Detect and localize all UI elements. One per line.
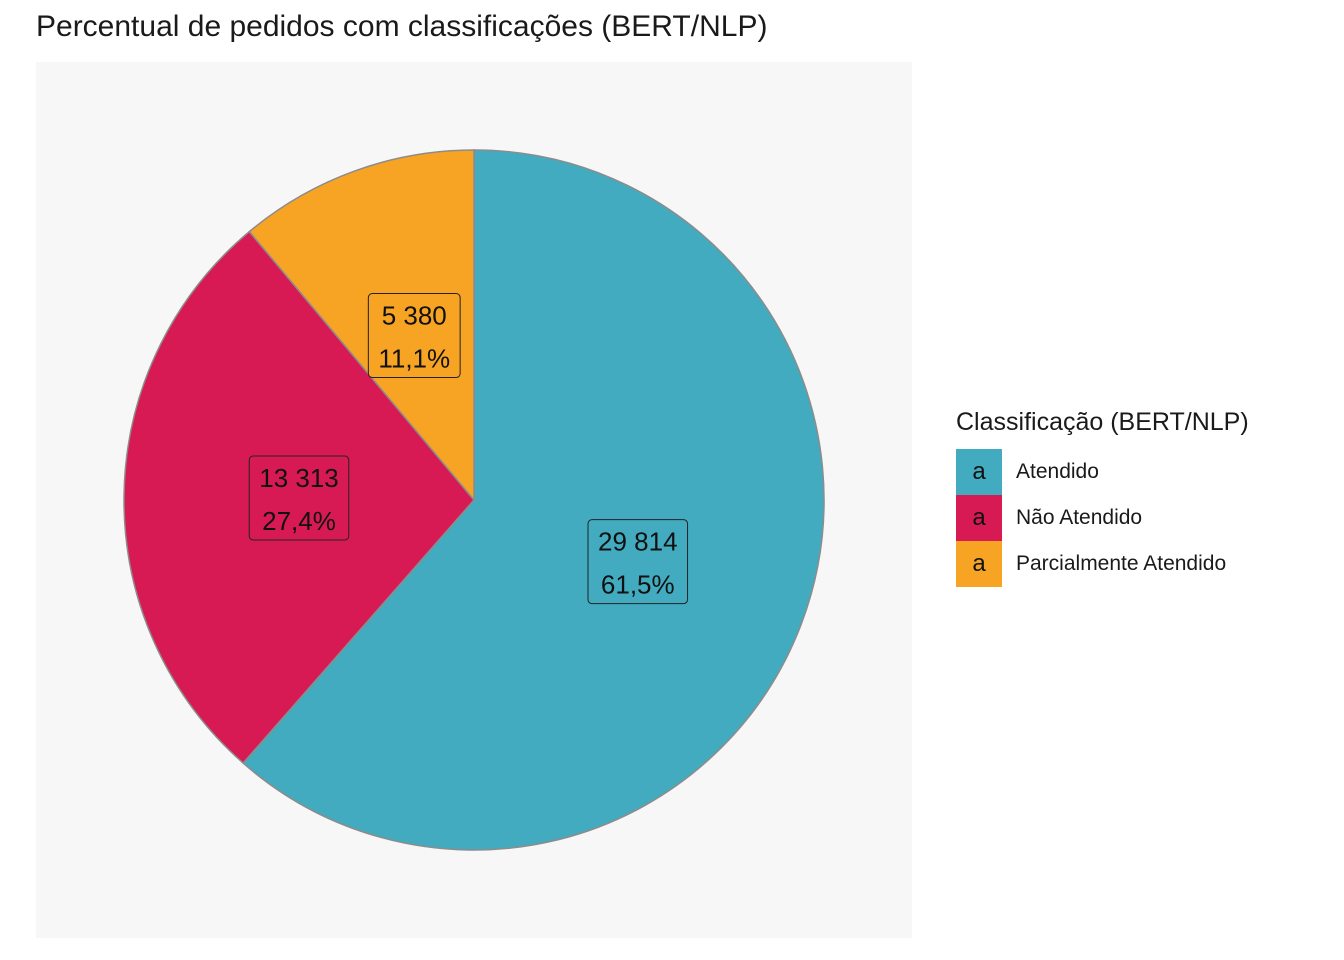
data-label-box	[248, 455, 350, 541]
data-label-box	[587, 519, 689, 605]
legend-item-parcialmente-atendido: a Parcialmente Atendido	[956, 541, 1249, 587]
data-label-box	[367, 293, 461, 379]
legend: Classificação (BERT/NLP) a Atendido a Nã…	[956, 408, 1249, 587]
legend-key-atendido: a	[956, 449, 1002, 495]
chart-title: Percentual de pedidos com classificações…	[36, 10, 768, 43]
legend-key-parcialmente-atendido: a	[956, 541, 1002, 587]
data-label-percent: 61,5%	[601, 570, 675, 600]
pie-slice-parcialmente-atendido	[248, 149, 475, 503]
legend-label-parcialmente-atendido: Parcialmente Atendido	[1016, 552, 1227, 575]
data-label-count: 13 313	[259, 463, 339, 493]
pie-chart: 29 814 61,5% 13 313 27,4% 5 380 11,1%	[123, 149, 825, 851]
legend-label-atendido: Atendido	[1016, 460, 1099, 483]
data-label-percent: 11,1%	[378, 344, 450, 374]
data-label-count: 29 814	[598, 527, 678, 557]
legend-key-nao-atendido: a	[956, 495, 1002, 541]
data-label-nao-atendido: 13 313 27,4%	[248, 455, 350, 541]
data-label-atendido: 29 814 61,5%	[587, 519, 689, 605]
plot-panel: 29 814 61,5% 13 313 27,4% 5 380 11,1%	[36, 62, 912, 938]
legend-label-nao-atendido: Não Atendido	[1016, 506, 1143, 529]
data-label-percent: 27,4%	[262, 506, 336, 536]
legend-item-nao-atendido: a Não Atendido	[956, 495, 1249, 541]
legend-title: Classificação (BERT/NLP)	[956, 408, 1249, 436]
legend-item-atendido: a Atendido	[956, 449, 1249, 495]
data-label-count: 5 380	[382, 301, 447, 331]
data-label-parcialmente-atendido: 5 380 11,1%	[367, 293, 461, 379]
pie-slice-atendido	[242, 149, 825, 851]
